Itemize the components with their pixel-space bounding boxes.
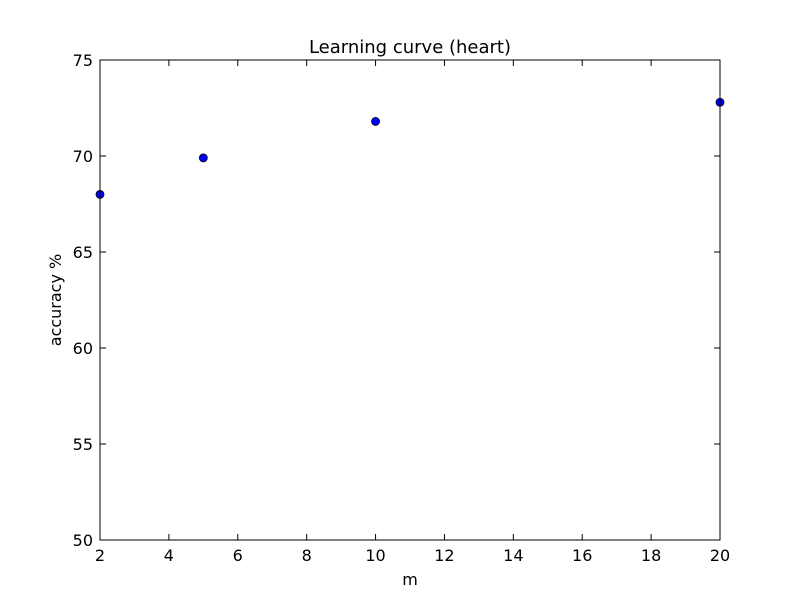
y-tick-label: 50 <box>73 531 93 550</box>
y-tick-label: 60 <box>73 339 93 358</box>
chart-title: Learning curve (heart) <box>309 37 511 58</box>
y-axis-label: accuracy % <box>46 254 65 346</box>
x-tick-label: 12 <box>434 546 454 565</box>
plot-frame <box>99 59 721 541</box>
x-tick-label: 18 <box>641 546 661 565</box>
x-tick-label: 8 <box>302 546 312 565</box>
x-tick-label: 2 <box>95 546 105 565</box>
x-tick-label: 10 <box>365 546 385 565</box>
y-tick-label: 75 <box>73 51 93 70</box>
y-tick-label: 55 <box>73 435 93 454</box>
data-points <box>95 97 725 199</box>
data-point <box>198 153 208 163</box>
x-axis-label: m <box>402 570 418 589</box>
data-point <box>371 117 380 126</box>
axis-ticks: 2 4 6 8 10 12 14 16 18 20 50 55 60 65 70 75 <box>73 51 731 565</box>
x-tick-label: 14 <box>503 546 523 565</box>
y-tick-label: 65 <box>73 243 93 262</box>
x-tick-label: 4 <box>164 546 174 565</box>
x-tick-label: 16 <box>572 546 592 565</box>
x-tick-label: 20 <box>710 546 730 565</box>
x-tick-label: 6 <box>233 546 243 565</box>
y-tick-label: 70 <box>73 147 93 166</box>
